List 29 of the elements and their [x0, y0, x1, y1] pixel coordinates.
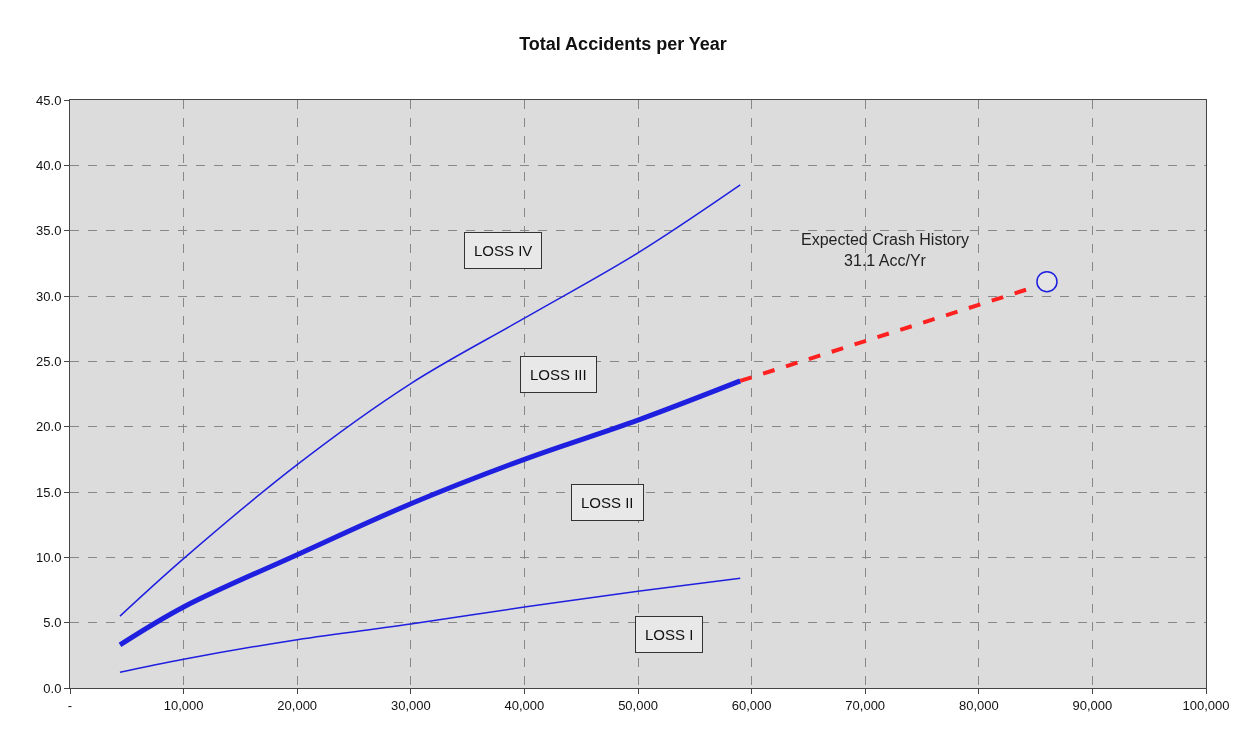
x-tick-label: 100,000	[1182, 697, 1230, 713]
x-tick-label: 20,000	[277, 697, 318, 713]
x-tick-label: 60,000	[731, 697, 772, 713]
chart-title: Total Accidents per Year	[519, 33, 727, 54]
annotation: LOSS I	[645, 626, 694, 643]
annotation: LOSS III	[530, 366, 587, 383]
y-tick-label: 20.0	[36, 419, 62, 435]
annotation: LOSS II	[581, 494, 634, 511]
x-tick-label: 80,000	[958, 697, 999, 713]
annotation: LOSS IV	[474, 242, 533, 259]
x-tick-label: 70,000	[845, 697, 886, 713]
line-series	[119, 184, 741, 617]
y-tick-label: 35.0	[36, 223, 62, 239]
y-tick-label: 45.0	[36, 92, 62, 108]
x-tick-label: -	[67, 697, 73, 713]
annotation: Expected Crash History 31.1 Acc/Yr	[801, 231, 970, 269]
y-tick-label: 10.0	[36, 549, 62, 565]
line-series	[119, 577, 741, 674]
y-tick-label: 5.0	[43, 615, 62, 631]
x-tick-label: 40,000	[504, 697, 545, 713]
x-tick-label: 50,000	[618, 697, 658, 713]
y-tick-label: 15.0	[36, 484, 62, 500]
y-tick-label: 25.0	[36, 353, 62, 369]
y-tick-label: 30.0	[36, 288, 62, 304]
x-tick-label: 90,000	[1072, 697, 1113, 713]
y-tick-label: 40.0	[36, 157, 62, 173]
x-tick-label: 10,000	[163, 697, 204, 713]
y-tick-label: 0.0	[43, 680, 62, 696]
x-tick-label: 30,000	[390, 697, 431, 713]
